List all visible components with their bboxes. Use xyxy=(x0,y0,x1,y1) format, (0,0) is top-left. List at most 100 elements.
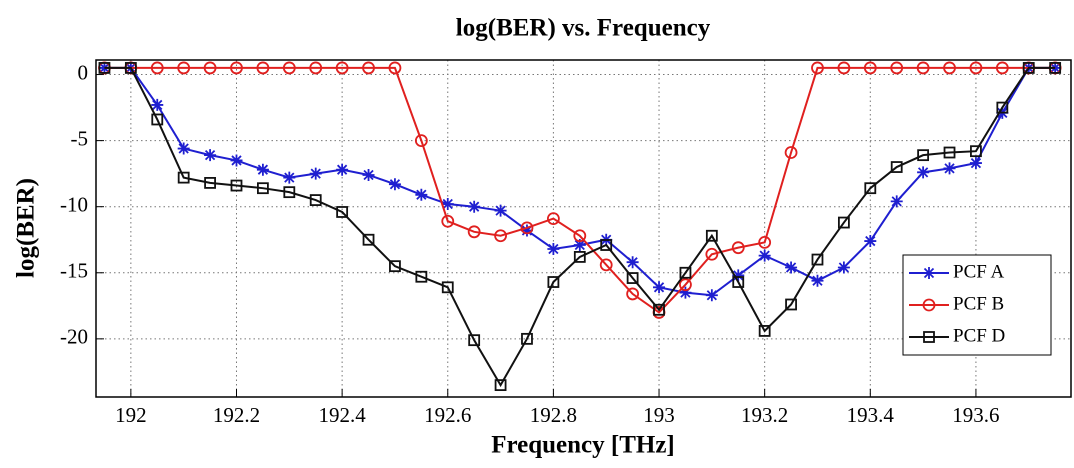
chart-title: log(BER) vs. Frequency xyxy=(456,15,711,42)
marker xyxy=(837,216,850,229)
y-tick-label: -10 xyxy=(60,193,88,217)
marker xyxy=(653,303,665,316)
marker xyxy=(943,162,956,175)
marker xyxy=(573,251,586,263)
marker xyxy=(916,61,930,75)
marker xyxy=(784,146,798,159)
marker xyxy=(204,177,216,189)
marker xyxy=(468,334,481,347)
marker xyxy=(309,61,323,75)
marker xyxy=(758,325,771,337)
legend-marker xyxy=(923,267,935,279)
marker xyxy=(336,206,349,218)
marker xyxy=(811,253,824,266)
x-axis-label: Frequency [THz] xyxy=(491,432,675,459)
marker xyxy=(494,379,507,392)
marker xyxy=(731,241,745,255)
marker xyxy=(705,247,719,261)
marker xyxy=(256,61,270,75)
marker xyxy=(468,200,481,213)
marker xyxy=(177,61,191,75)
series-line xyxy=(104,66,1056,314)
marker xyxy=(1049,62,1062,74)
marker xyxy=(758,235,772,249)
marker xyxy=(837,261,850,274)
marker xyxy=(626,272,639,284)
marker xyxy=(257,182,269,195)
marker xyxy=(732,276,745,288)
marker xyxy=(362,168,375,181)
y-tick-label: 0 xyxy=(78,60,89,84)
marker xyxy=(309,194,322,206)
legend-label: PCF B xyxy=(953,293,1004,314)
marker xyxy=(705,229,718,242)
marker xyxy=(917,166,930,179)
marker xyxy=(943,146,956,159)
marker xyxy=(177,171,190,184)
marker xyxy=(203,61,217,75)
marker xyxy=(414,134,428,148)
marker xyxy=(98,62,111,74)
marker xyxy=(679,266,692,279)
marker xyxy=(177,142,190,155)
marker xyxy=(863,61,877,75)
marker xyxy=(573,229,587,243)
marker xyxy=(573,239,586,252)
marker xyxy=(758,249,771,262)
marker xyxy=(600,239,613,251)
legend-marker xyxy=(923,331,935,343)
marker xyxy=(811,274,824,287)
marker xyxy=(467,225,481,239)
marker xyxy=(441,198,454,211)
marker xyxy=(969,157,982,170)
marker xyxy=(415,188,428,201)
marker xyxy=(336,163,349,176)
marker xyxy=(679,286,692,299)
marker xyxy=(705,289,718,302)
x-tick-label: 192.8 xyxy=(530,403,577,427)
marker xyxy=(415,270,428,283)
marker xyxy=(970,145,982,158)
marker xyxy=(230,179,243,192)
marker xyxy=(599,258,613,272)
marker xyxy=(283,171,296,184)
marker xyxy=(890,161,903,173)
x-tick-label: 193.4 xyxy=(847,403,895,427)
marker xyxy=(230,154,243,167)
x-tick-label: 192.2 xyxy=(213,403,260,427)
marker xyxy=(943,61,956,75)
x-tick-label: 192.4 xyxy=(319,403,367,427)
x-tick-label: 192.6 xyxy=(424,403,471,427)
marker xyxy=(626,287,640,301)
series-line xyxy=(104,66,1056,388)
x-tick-label: 192 xyxy=(115,403,147,427)
marker xyxy=(362,233,375,246)
marker xyxy=(124,62,137,74)
marker xyxy=(388,178,401,191)
marker xyxy=(785,298,797,311)
marker xyxy=(521,332,533,345)
marker xyxy=(151,98,164,111)
marker xyxy=(679,278,692,292)
marker xyxy=(441,281,454,294)
marker xyxy=(653,281,666,294)
marker xyxy=(1022,62,1035,74)
marker xyxy=(494,204,507,217)
marker xyxy=(151,113,164,126)
marker xyxy=(520,224,533,237)
y-tick-label: -5 xyxy=(71,126,89,150)
marker xyxy=(996,101,1009,114)
marker xyxy=(969,61,983,75)
legend-label: PCF A xyxy=(953,261,1005,282)
marker xyxy=(494,229,507,243)
marker xyxy=(864,182,877,195)
plot-frame xyxy=(95,59,1072,398)
marker xyxy=(626,256,639,269)
marker xyxy=(837,61,851,75)
marker xyxy=(547,276,560,288)
marker xyxy=(335,61,349,75)
legend-marker xyxy=(922,298,936,312)
x-tick-label: 193.2 xyxy=(741,403,788,427)
marker xyxy=(520,221,534,235)
x-tick-label: 193 xyxy=(643,403,675,427)
